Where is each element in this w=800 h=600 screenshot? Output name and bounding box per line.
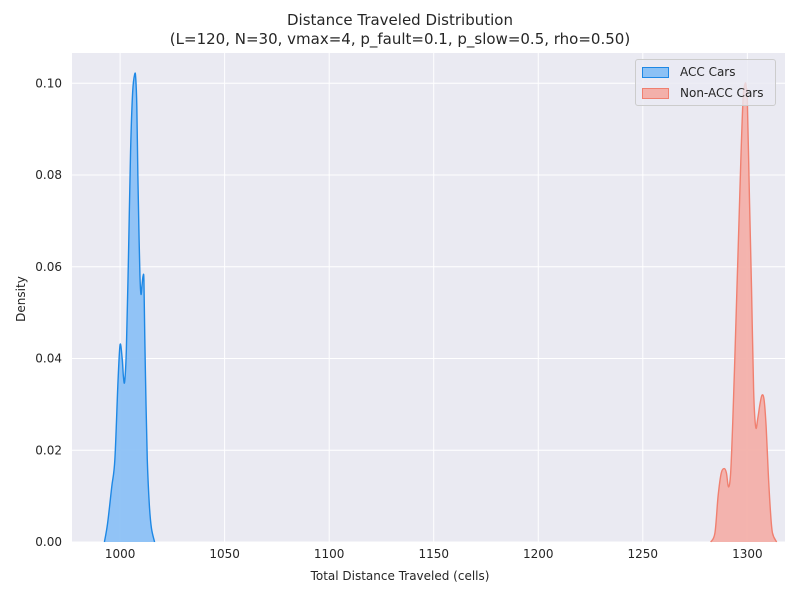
legend-label-non-acc: Non-ACC Cars: [680, 86, 764, 100]
chart-subtitle: (L=120, N=30, vmax=4, p_fault=0.1, p_slo…: [169, 30, 631, 48]
legend-item-non-acc: Non-ACC Cars: [642, 85, 763, 101]
x-tick-label: 1200: [523, 547, 554, 561]
y-tick-label: 0.06: [35, 260, 62, 274]
density-area-non-acc: [710, 82, 777, 542]
x-tick-label: 1300: [732, 547, 763, 561]
y-tick-label: 0.10: [35, 76, 62, 90]
x-tick-label: 1250: [628, 547, 659, 561]
y-tick-label: 0.08: [35, 168, 62, 182]
legend-swatch-non-acc: [642, 87, 669, 99]
legend-item-acc: ACC Cars: [642, 64, 736, 80]
tick-labels: 1000 1050 1100 1150 1200 1250 1300 0.00 0.02 0.04…: [35, 76, 762, 561]
grid-lines: [72, 53, 785, 543]
legend-label-acc: ACC Cars: [680, 65, 736, 79]
chart-title: Distance Traveled Distribution: [287, 11, 513, 29]
plot-background: [72, 53, 785, 542]
y-tick-label: 0.04: [35, 352, 62, 366]
y-tick-label: 0.02: [35, 443, 62, 457]
legend-swatch-acc: [642, 66, 669, 78]
x-tick-label: 1150: [418, 547, 449, 561]
x-axis-label: Total Distance Traveled (cells): [310, 569, 490, 583]
x-tick-label: 1100: [314, 547, 345, 561]
density-line-acc: [103, 72, 156, 543]
density-areas: [103, 72, 778, 543]
y-axis-label: Density: [14, 276, 28, 322]
x-tick-label: 1050: [209, 547, 240, 561]
x-tick-label: 1000: [105, 547, 136, 561]
legend: ACC Cars Non-ACC Cars: [635, 59, 776, 106]
y-tick-label: 0.00: [35, 535, 62, 549]
